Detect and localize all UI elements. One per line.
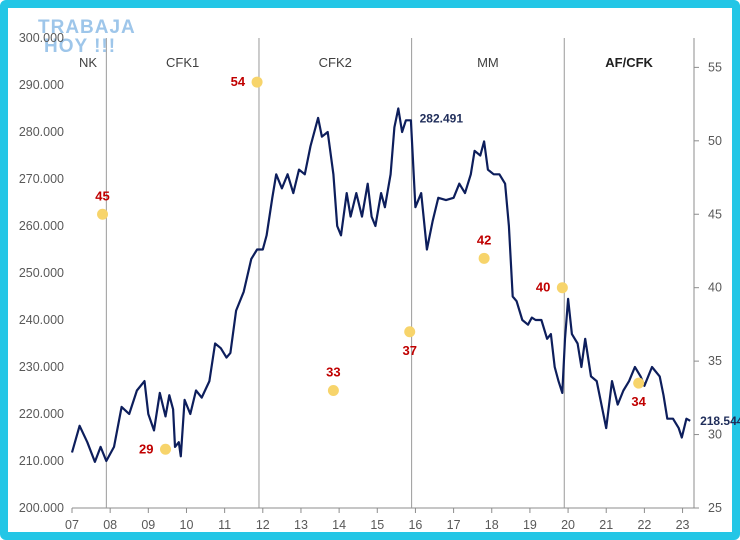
period-label: CFK1	[166, 55, 199, 70]
y-right-tick-label: 55	[708, 60, 722, 74]
logo-line-1: TRABAJA	[38, 17, 136, 38]
x-tick-label: 12	[256, 518, 270, 532]
point-label: 37	[402, 343, 416, 358]
point-markers: 45 29 54 33 37 42 40 34	[95, 74, 646, 456]
x-tick-label: 21	[599, 518, 613, 532]
x-tick-label: 20	[561, 518, 575, 532]
axes: 200.000 210.000 220.000 230.000 240.000 250.0…	[19, 31, 722, 532]
point-label: 45	[95, 188, 109, 203]
y-right-tick-label: 45	[708, 207, 722, 221]
point-label: 34	[631, 394, 646, 409]
y-left-tick-label: 240.000	[19, 313, 64, 327]
x-tick-label: 08	[103, 518, 117, 532]
point-marker	[327, 385, 339, 396]
point-label: 42	[477, 232, 491, 247]
y-left-tick-label: 290.000	[19, 78, 64, 92]
point-label: 33	[326, 365, 340, 380]
point-marker	[478, 252, 490, 264]
x-tick-label: 17	[447, 518, 461, 532]
period-label: AF/CFK	[605, 55, 653, 70]
x-tick-label: 19	[523, 518, 537, 532]
x-tick-label: 11	[218, 518, 231, 532]
end-value-label: 282.491	[420, 111, 464, 125]
y-left-tick-label: 220.000	[19, 407, 64, 421]
y-left-tick-label: 260.000	[19, 219, 64, 233]
x-tick-label: 13	[294, 518, 308, 532]
point-label: 40	[536, 280, 550, 295]
x-tick-label: 10	[180, 518, 194, 532]
period-label: MM	[477, 55, 499, 70]
y-right-tick-label: 50	[708, 134, 722, 148]
x-tick-label: 09	[141, 518, 155, 532]
y-right-tick-label: 40	[708, 281, 722, 295]
x-tick-label: 18	[485, 518, 499, 532]
watermark-logo: TRABAJA HOY !!!	[38, 18, 136, 56]
y-left-tick-label: 210.000	[19, 454, 64, 468]
y-left-tick-label: 280.000	[19, 125, 64, 139]
series-path	[70, 107, 691, 463]
y-left-tick-label: 200.000	[19, 501, 64, 515]
period-dividers: NK CFK1 CFK2 MM AF/CFK	[79, 38, 654, 508]
point-label: 29	[139, 441, 153, 456]
point-label: 54	[231, 74, 246, 89]
x-tick-label: 15	[370, 518, 384, 532]
y-left-tick-label: 300.000	[19, 31, 64, 45]
y-right-tick-label: 25	[708, 501, 722, 515]
x-tick-label: 07	[65, 518, 79, 532]
point-marker	[251, 76, 263, 88]
point-marker	[556, 282, 568, 294]
point-marker	[159, 443, 171, 455]
x-tick-label: 22	[637, 518, 651, 532]
point-marker	[404, 326, 416, 338]
y-right-tick-label: 30	[708, 428, 722, 442]
x-tick-label: 23	[676, 518, 690, 532]
series-line: 282.491 218.544	[70, 107, 740, 463]
y-left-tick-label: 270.000	[19, 172, 64, 186]
end-value-label: 218.544	[700, 414, 740, 428]
logo-line-2: HOY !!!	[44, 36, 117, 57]
x-tick-label: 16	[408, 518, 422, 532]
point-marker	[633, 377, 645, 389]
x-tick-label: 14	[332, 518, 346, 532]
point-marker	[97, 208, 109, 220]
period-label: NK	[79, 55, 97, 70]
y-right-tick-label: 35	[708, 354, 722, 368]
period-label: CFK2	[319, 55, 352, 70]
y-left-tick-label: 250.000	[19, 266, 64, 280]
y-left-tick-label: 230.000	[19, 360, 64, 374]
